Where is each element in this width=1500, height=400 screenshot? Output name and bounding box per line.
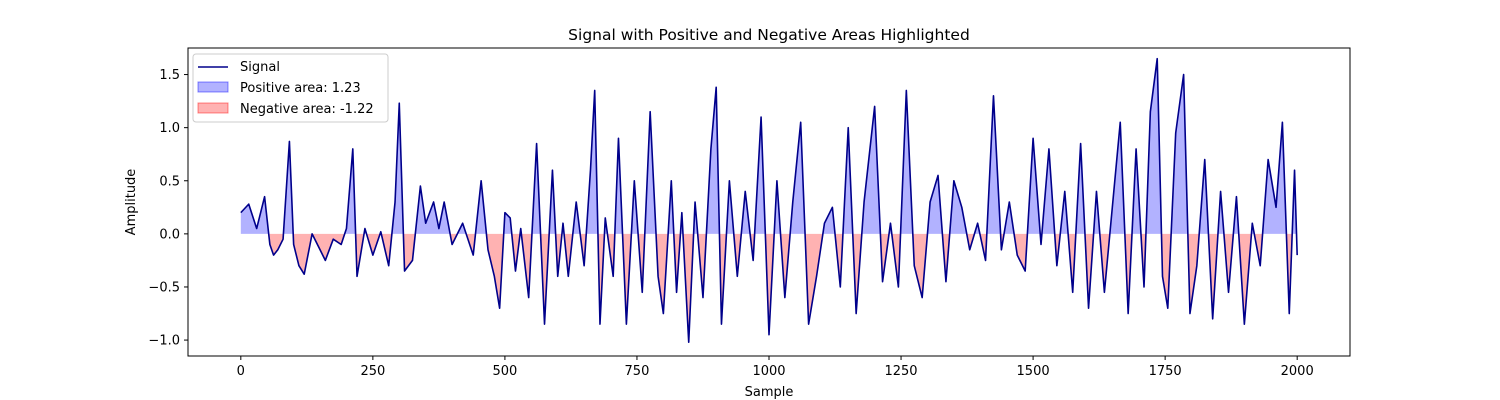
x-axis: 0 250 500 750 1000 1250 1500 1750 2000 [237,356,1314,379]
chart-title: Signal with Positive and Negative Areas … [568,26,970,44]
y-tick-label: 0.5 [159,174,180,189]
signal-line-group [240,57,1298,343]
x-tick-label: 500 [492,364,517,379]
x-tick-label: 1000 [752,364,785,379]
x-tick-label: 250 [360,364,385,379]
y-axis-label: Amplitude [124,169,139,236]
y-tick-label: −0.5 [148,280,180,295]
x-tick-label: 2000 [1281,364,1314,379]
x-tick-label: 1250 [884,364,917,379]
y-tick-label: 0.0 [159,227,180,242]
signal-line [240,57,1298,343]
legend-label-signal: Signal [240,60,280,75]
area-fills [240,58,1298,343]
y-tick-label: 1.5 [159,68,180,83]
x-tick-label: 1750 [1149,364,1182,379]
x-tick-label: 0 [237,364,245,379]
legend-box [192,53,389,123]
y-axis: −1.0 −0.5 0.0 0.5 1.0 1.5 [148,68,188,349]
legend-swatch-negative [197,102,229,114]
x-axis-label: Sample [745,385,794,400]
y-tick-label: 1.0 [159,121,180,136]
positive-area [240,58,1297,234]
x-tick-label: 750 [625,364,650,379]
y-tick-label: −1.0 [148,334,180,349]
x-tick-label: 1500 [1017,364,1050,379]
legend-swatch-positive [197,81,229,93]
legend-label-positive: Positive area: 1.23 [240,81,361,96]
legend: Signal Positive area: 1.23 Negative area… [192,53,389,123]
negative-area [268,233,1298,343]
legend-label-negative: Negative area: -1.22 [240,102,374,117]
